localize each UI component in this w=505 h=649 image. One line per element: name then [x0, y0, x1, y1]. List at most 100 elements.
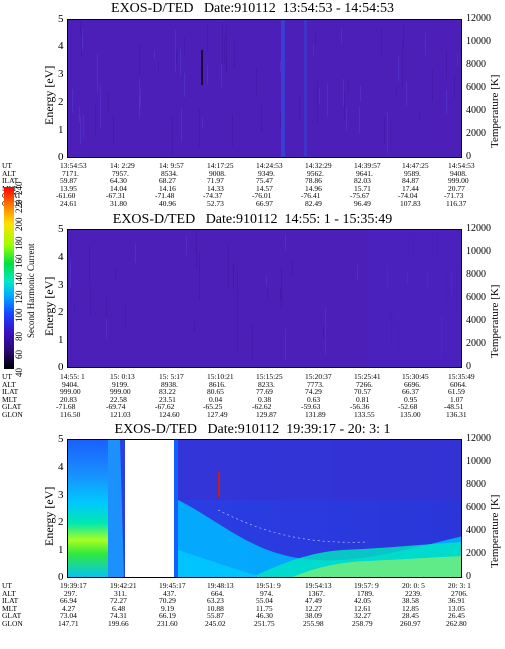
noise-stripe [228, 246, 229, 287]
colorbar-tick: 120 [14, 290, 24, 305]
noise-stripe [327, 84, 328, 116]
panel-3-ytick-left-0: 0 [58, 571, 64, 583]
ephemeris-cell: 15:10:21 [207, 372, 234, 381]
panel-1-ytick-left-4: 4 [58, 40, 64, 52]
ephemeris-cell: 83.22 [159, 387, 176, 396]
panel-1-spectrogram [67, 19, 462, 158]
noise-stripe [224, 38, 225, 65]
panel-2-ylabel-right: Temperature [K] [489, 284, 501, 358]
noise-stripe [398, 56, 399, 81]
panel-1-ylabel-right: Temperature [K] [489, 74, 501, 148]
panel-1-ytick-right-12000: 12000 [466, 13, 491, 24]
ephemeris-cell: 9349. [258, 168, 275, 178]
noise-stripe [280, 111, 281, 128]
ephemeris-cell: 0.95 [404, 394, 418, 404]
panel-2-ytick-left-0: 0 [58, 361, 64, 373]
ephemeris-cell: 1.07 [450, 394, 464, 404]
panel-3-red-streak [218, 472, 220, 497]
noise-stripe [396, 87, 397, 95]
noise-stripe [419, 111, 420, 121]
panel-2-ytick-left-1: 1 [58, 334, 64, 346]
panel-1-row-ilat: ILAT 59.87 64.30 68.27 71.97 75.47 78.86 82.03 8… [2, 177, 505, 185]
ephemeris-cell: 72.27 [110, 596, 127, 605]
ephemeris-cell: 6064. [450, 379, 467, 389]
ephemeris-cell: 131.89 [305, 409, 326, 419]
panel-1-ytick-right-0: 0 [466, 151, 471, 162]
noise-stripe [184, 56, 185, 97]
ephemeris-cell: 38.58 [402, 596, 419, 605]
ephemeris-cell: 55.04 [256, 596, 273, 605]
colorbar-tick: 100 [14, 308, 24, 323]
ephemeris-cell: 70.57 [354, 387, 371, 396]
ephemeris-cell: 10.88 [207, 603, 224, 613]
panel-2-ytick-left-4: 4 [58, 251, 64, 263]
ephemeris-cell: 14.33 [207, 183, 224, 193]
ephemeris-cell: 66.94 [60, 596, 77, 605]
noise-stripe [348, 80, 349, 91]
ephemeris-cell: 52.73 [207, 198, 224, 208]
ephemeris-cell: 9562. [307, 168, 324, 178]
noise-stripe [82, 29, 83, 50]
panel-1-ytick-left-1: 1 [58, 124, 64, 136]
noise-stripe [81, 31, 82, 56]
panel-1-dark-streak [201, 50, 203, 85]
ephemeris-cell: 15: 5:17 [159, 372, 184, 381]
noise-stripe [180, 48, 181, 76]
ephemeris-cell: 14:55: 1 [60, 372, 85, 381]
noise-stripe [406, 82, 407, 106]
noise-stripe [446, 50, 447, 79]
noise-stripe [454, 75, 455, 98]
ephemeris-cell: 116.50 [60, 409, 81, 419]
panel-1-ytick-right-10000: 10000 [466, 36, 491, 47]
ephemeris-cell: ALT [2, 168, 16, 178]
ephemeris-cell: 19:51: 9 [256, 581, 281, 590]
noise-stripe [234, 38, 235, 68]
noise-stripe [233, 263, 234, 289]
colorbar-tick: 160 [14, 254, 24, 268]
ephemeris-cell: 24.61 [60, 198, 77, 208]
ephemeris-cell: 13:54:53 [60, 161, 87, 170]
noise-stripe [425, 33, 426, 55]
ephemeris-cell: 28.45 [402, 611, 419, 620]
panel-3-ytick-left-3: 3 [58, 489, 64, 501]
panel-1-ytick-left-0: 0 [58, 151, 64, 163]
panel-2-ylabel-left: Energy [eV] [42, 276, 56, 336]
noise-stripe [343, 79, 344, 107]
panel-2-ytick-right-10000: 10000 [466, 246, 491, 257]
noise-stripe [313, 43, 314, 55]
ephemeris-cell: -62.62 [252, 402, 272, 411]
colorbar-tick: 80 [14, 331, 24, 341]
ephemeris-cell: 0.81 [356, 394, 370, 404]
noise-stripe [89, 246, 90, 281]
ephemeris-cell: 31.80 [110, 198, 127, 208]
colorbar-tick: 180 [14, 236, 24, 250]
noise-stripe [95, 104, 96, 136]
panel-3-spectrogram [67, 439, 462, 578]
ephemeris-cell: -67.62 [155, 402, 175, 411]
ephemeris-cell: ALT [2, 588, 16, 598]
ephemeris-cell: -48.51 [444, 402, 464, 411]
ephemeris-cell: 311. [114, 588, 127, 598]
ephemeris-cell: 64.30 [110, 176, 127, 185]
panel-1-noise-stripes [72, 21, 458, 157]
noise-stripe [387, 111, 388, 154]
panel-3-left-emission [68, 440, 108, 577]
ephemeris-cell: -74.37 [203, 191, 223, 200]
noise-stripe [80, 21, 81, 34]
noise-stripe [175, 30, 176, 72]
ephemeris-cell: 14.16 [159, 183, 176, 193]
panel-2-heatmap [68, 230, 461, 367]
noise-stripe [139, 77, 140, 118]
noise-stripe [140, 88, 141, 106]
panel-1-row-mlt: MLT13.9514.0414.1614.3314.5714.9615.7117… [2, 183, 505, 193]
panel-3-data-gap [125, 440, 174, 577]
panel-2-ytick-left-3: 3 [58, 279, 64, 291]
ephemeris-cell: 74.31 [110, 611, 127, 620]
panel-2-ytick-left-5: 5 [58, 223, 64, 235]
ephemeris-cell: 133.55 [354, 409, 375, 419]
ephemeris-cell: 42.05 [354, 596, 371, 605]
ephemeris-cell: 9641. [356, 168, 373, 178]
ephemeris-cell: 19:39:17 [60, 581, 87, 590]
ephemeris-cell: 9.19 [161, 603, 175, 613]
ephemeris-cell: 14:24:53 [256, 161, 283, 170]
